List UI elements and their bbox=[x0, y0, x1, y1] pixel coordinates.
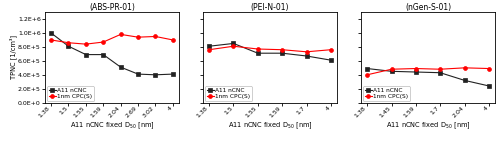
A11 nCNC bbox=[486, 85, 492, 87]
A11 nCNC bbox=[304, 55, 310, 57]
Legend: A11 nCNC, 1nm CPC(S): A11 nCNC, 1nm CPC(S) bbox=[205, 86, 252, 101]
Line: 1nm CPC(S): 1nm CPC(S) bbox=[365, 66, 491, 77]
1nm CPC(S) bbox=[83, 43, 89, 45]
A11 nCNC bbox=[328, 59, 334, 61]
1nm CPC(S) bbox=[152, 36, 158, 37]
Line: 1nm CPC(S): 1nm CPC(S) bbox=[207, 44, 333, 54]
A11 nCNC bbox=[255, 52, 261, 54]
A11 nCNC bbox=[230, 43, 236, 44]
Y-axis label: TPNC [1/cm³]: TPNC [1/cm³] bbox=[9, 35, 16, 79]
A11 nCNC bbox=[413, 71, 419, 73]
A11 nCNC bbox=[66, 45, 71, 47]
A11 nCNC bbox=[152, 74, 158, 76]
1nm CPC(S) bbox=[413, 68, 419, 69]
A11 nCNC bbox=[135, 73, 141, 75]
A11 nCNC bbox=[437, 72, 443, 74]
A11 nCNC bbox=[388, 70, 394, 72]
1nm CPC(S) bbox=[388, 68, 394, 70]
1nm CPC(S) bbox=[328, 49, 334, 51]
1nm CPC(S) bbox=[279, 49, 285, 51]
A11 nCNC bbox=[48, 32, 54, 34]
1nm CPC(S) bbox=[66, 42, 71, 44]
A11 nCNC bbox=[364, 68, 370, 69]
Line: A11 nCNC: A11 nCNC bbox=[49, 31, 175, 77]
X-axis label: A11 nCNC fixed D$_{50}$ [nm]: A11 nCNC fixed D$_{50}$ [nm] bbox=[70, 120, 154, 131]
A11 nCNC bbox=[83, 54, 89, 56]
Title: (PEI-N-01): (PEI-N-01) bbox=[251, 3, 289, 12]
1nm CPC(S) bbox=[437, 68, 443, 70]
A11 nCNC bbox=[206, 45, 212, 47]
A11 nCNC bbox=[462, 79, 468, 81]
1nm CPC(S) bbox=[255, 48, 261, 50]
A11 nCNC bbox=[118, 66, 124, 68]
1nm CPC(S) bbox=[462, 67, 468, 69]
1nm CPC(S) bbox=[230, 45, 236, 47]
1nm CPC(S) bbox=[206, 49, 212, 51]
A11 nCNC bbox=[170, 73, 176, 75]
1nm CPC(S) bbox=[118, 34, 124, 35]
Title: (nGen-S-01): (nGen-S-01) bbox=[405, 3, 451, 12]
Title: (ABS-PR-01): (ABS-PR-01) bbox=[89, 3, 135, 12]
A11 nCNC bbox=[279, 52, 285, 54]
X-axis label: A11 nCNC fixed D$_{50}$ [nm]: A11 nCNC fixed D$_{50}$ [nm] bbox=[386, 120, 470, 131]
1nm CPC(S) bbox=[304, 51, 310, 53]
Line: A11 nCNC: A11 nCNC bbox=[207, 42, 333, 62]
X-axis label: A11 nCNC fixed D$_{50}$ [nm]: A11 nCNC fixed D$_{50}$ [nm] bbox=[228, 120, 312, 131]
Legend: A11 nCNC, 1nm CPC(S): A11 nCNC, 1nm CPC(S) bbox=[363, 86, 410, 101]
Legend: A11 nCNC, 1nm CPC(S): A11 nCNC, 1nm CPC(S) bbox=[47, 86, 94, 101]
A11 nCNC bbox=[100, 54, 106, 56]
1nm CPC(S) bbox=[170, 39, 176, 41]
Line: 1nm CPC(S): 1nm CPC(S) bbox=[49, 32, 175, 46]
1nm CPC(S) bbox=[135, 36, 141, 38]
1nm CPC(S) bbox=[486, 68, 492, 69]
1nm CPC(S) bbox=[100, 41, 106, 43]
Line: A11 nCNC: A11 nCNC bbox=[365, 67, 491, 88]
1nm CPC(S) bbox=[364, 74, 370, 76]
1nm CPC(S) bbox=[48, 39, 54, 41]
